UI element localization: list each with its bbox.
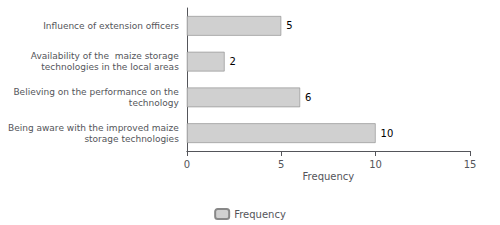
svg-text:5: 5: [278, 159, 284, 170]
svg-text:Frequency: Frequency: [303, 171, 355, 182]
svg-text:Believing on the performance o: Believing on the performance on the: [13, 87, 179, 97]
svg-text:10: 10: [369, 159, 382, 170]
svg-text:technologies in the local area: technologies in the local areas: [41, 62, 179, 72]
svg-text:technology: technology: [129, 98, 180, 108]
svg-text:Availability of the maize sto: Availability of the maize storage: [31, 51, 180, 61]
svg-text:6: 6: [305, 92, 311, 103]
svg-text:2: 2: [230, 56, 236, 67]
svg-text:Being aware with the improved: Being aware with the improved maize: [8, 123, 179, 133]
svg-text:5: 5: [286, 20, 292, 31]
svg-text:15: 15: [464, 159, 477, 170]
svg-text:10: 10: [381, 128, 394, 139]
svg-text:Frequency: Frequency: [234, 209, 286, 220]
svg-text:storage technologies: storage technologies: [84, 134, 179, 144]
svg-text:0: 0: [184, 159, 190, 170]
svg-text:Influence of extension officer: Influence of extension officers: [43, 21, 179, 31]
